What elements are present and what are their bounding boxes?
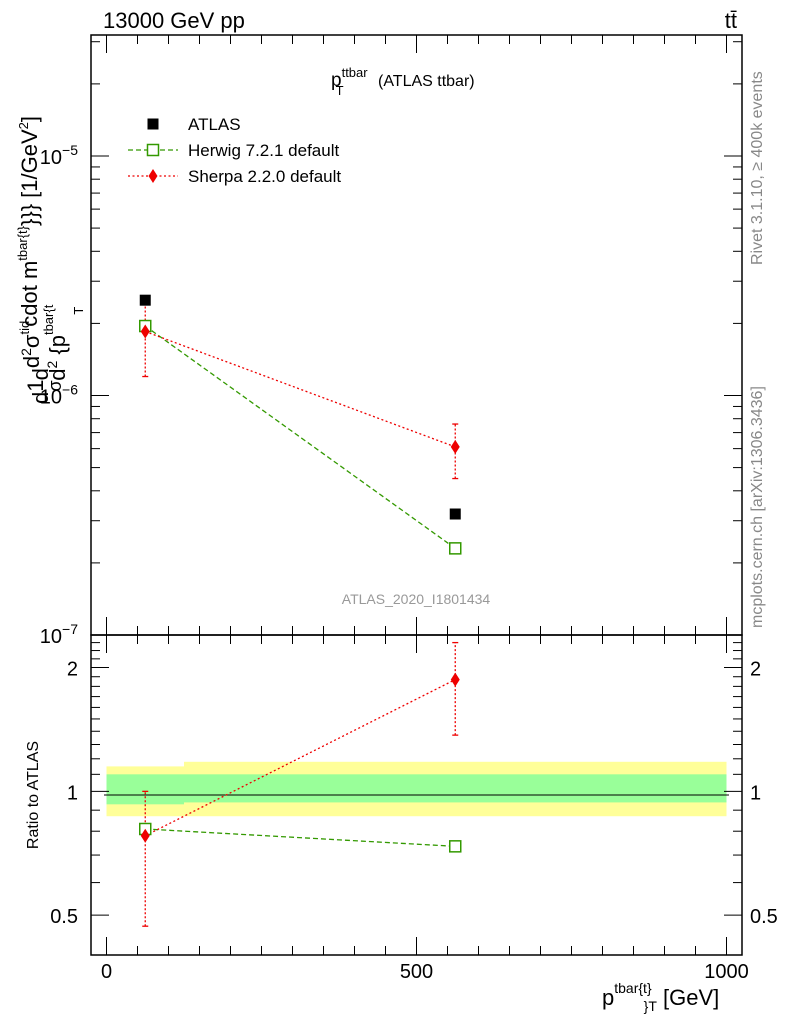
data-point xyxy=(147,118,159,130)
legend-label: ATLAS xyxy=(188,115,241,134)
y-tick-label: 10−6 xyxy=(40,381,78,408)
x-tick-label: 1000 xyxy=(704,961,749,983)
ratio-y-ticks: 0.5 0.5 1 1 2 2 xyxy=(50,634,778,956)
main-y-ticks: 10−7 10−6 10−5 xyxy=(40,41,742,648)
ratio-y-axis-label: Ratio to ATLAS xyxy=(25,741,42,849)
data-point xyxy=(140,324,150,339)
header-right: tt̄ xyxy=(725,8,737,33)
ratio-panel: 0.5 0.5 1 1 2 2 0 500 1000 Ratio to ATLAS ptbar… xyxy=(25,634,778,1014)
mcplots-label: mcplots.cern.ch [arXiv:1306.3436] xyxy=(749,386,766,628)
data-point xyxy=(148,169,158,183)
watermark: ATLAS_2020_I1801434 xyxy=(342,591,491,607)
y-tick-label: 10−7 xyxy=(40,621,78,648)
main-title: pttbar T (ATLAS ttbar) xyxy=(331,65,475,98)
ratio-series xyxy=(139,641,462,927)
rivet-label: Rivet 3.1.10, ≥ 400k events xyxy=(749,71,766,265)
header-left: 13000 GeV pp xyxy=(103,8,245,33)
main-x-ticks xyxy=(106,35,727,635)
data-point xyxy=(449,840,462,853)
legend-label: Sherpa 2.2.0 default xyxy=(188,167,341,186)
data-point xyxy=(146,143,160,157)
data-point xyxy=(139,294,151,306)
main-panel: 10−7 10−6 10−5 pttbar T (ATLAS ttbar) ATLAS… xyxy=(15,34,743,648)
series-line xyxy=(145,828,456,847)
y-tick-label: 1 xyxy=(67,782,78,804)
y-tick-label-right: 1 xyxy=(750,782,761,804)
main-series xyxy=(139,294,462,555)
ratio-x-ticks: 0 500 1000 xyxy=(101,635,749,983)
ratio-x-axis-label: ptbar{t}}T [GeV] xyxy=(602,980,719,1014)
y-tick-label: 2 xyxy=(67,659,78,681)
ratio-bands xyxy=(106,761,727,817)
legend-label: Herwig 7.2.1 default xyxy=(188,141,339,160)
ratio-band-stat xyxy=(184,774,727,803)
data-point xyxy=(140,828,150,843)
series-line xyxy=(144,325,456,549)
legend: ATLAS Herwig 7.2.1 default Sherpa 2.2.0 de… xyxy=(128,115,341,186)
y-tick-label: 10−5 xyxy=(40,142,78,169)
series-line xyxy=(145,330,456,448)
ratio-band-stat xyxy=(106,774,184,805)
main-y-axis-label: d1σdd2σtidd2 {ptbar{t Tcdot mtbar{t}}}} [… xyxy=(15,116,86,404)
data-point xyxy=(450,672,460,687)
series-line xyxy=(144,678,456,837)
y-tick-label: 0.5 xyxy=(50,906,78,928)
data-point xyxy=(449,508,461,520)
x-tick-label: 0 xyxy=(101,961,112,983)
data-point xyxy=(449,542,462,555)
y-tick-label-right: 0.5 xyxy=(750,906,778,928)
data-point xyxy=(450,439,460,454)
y-tick-label-right: 2 xyxy=(750,659,761,681)
x-tick-label: 500 xyxy=(400,961,433,983)
